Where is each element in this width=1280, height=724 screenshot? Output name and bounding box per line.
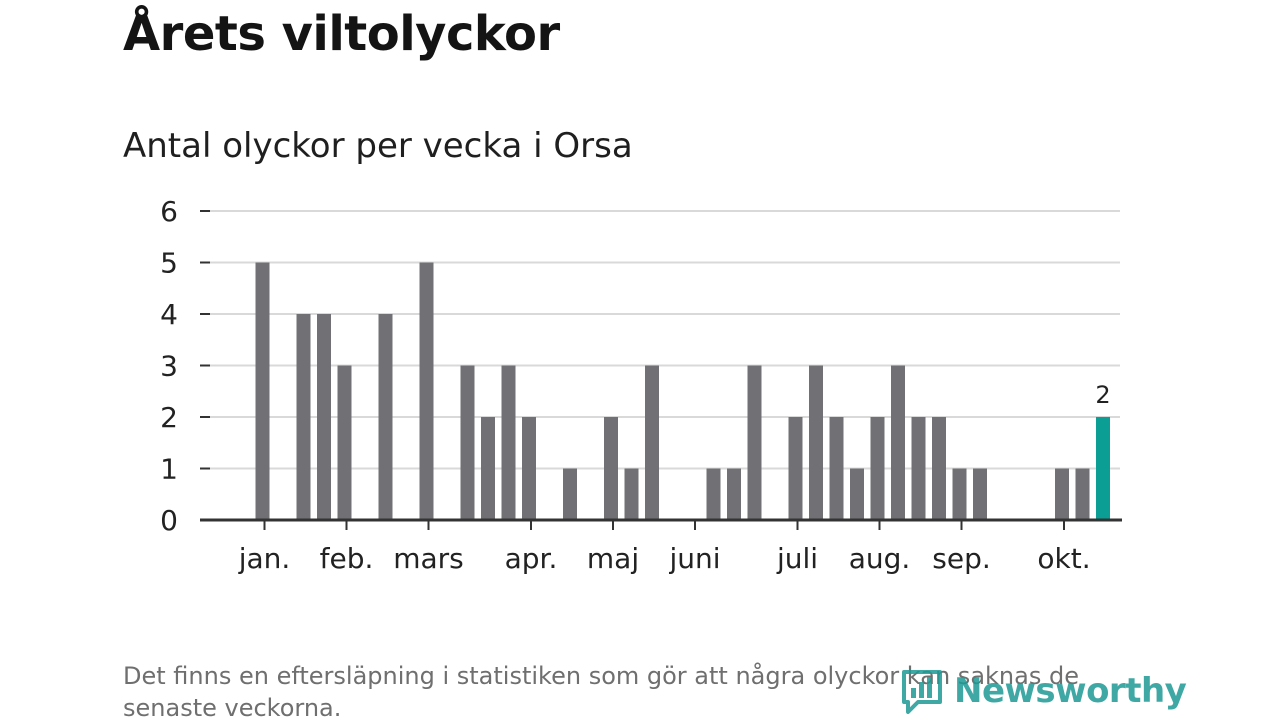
bar xyxy=(1075,468,1090,520)
y-tick-label: 1 xyxy=(160,453,178,486)
logo-text: Newsworthy xyxy=(954,671,1187,711)
y-tick-label: 0 xyxy=(160,504,178,537)
y-tick-label: 3 xyxy=(160,350,178,383)
x-tick-label: maj xyxy=(587,542,639,575)
bar xyxy=(850,468,864,520)
x-tick-label: aug. xyxy=(849,542,911,575)
bar xyxy=(645,365,659,520)
bar xyxy=(891,365,905,520)
bar-chart-speech-icon xyxy=(902,670,942,714)
bar xyxy=(378,314,393,520)
bar xyxy=(911,417,926,520)
bar-chart: 0 1 2 3 4 5 6 jan. feb. mars apr. maj juni juli aug. se… xyxy=(160,195,1122,575)
x-tick-label: okt. xyxy=(1037,542,1090,575)
x-tick-label: feb. xyxy=(320,542,374,575)
bar xyxy=(563,468,577,520)
x-tick-label: jan. xyxy=(238,542,291,575)
bar xyxy=(337,365,352,520)
x-tick-label: mars xyxy=(393,542,464,575)
bar xyxy=(481,417,495,520)
bar xyxy=(1055,468,1069,520)
bar xyxy=(604,417,618,520)
bar xyxy=(973,468,987,520)
bar xyxy=(809,365,823,520)
bar xyxy=(624,468,639,520)
bar xyxy=(706,468,721,520)
bar xyxy=(870,417,885,520)
x-tick-label: juli xyxy=(776,542,818,575)
chart-title: Årets viltolyckor xyxy=(123,6,560,62)
bar xyxy=(255,262,270,520)
bar xyxy=(727,468,741,520)
x-tick-label: juni xyxy=(668,542,720,575)
bar xyxy=(952,468,967,520)
newsworthy-logo: Newsworthy xyxy=(900,668,1187,714)
y-tick-label: 6 xyxy=(160,195,178,228)
chart-subtitle: Antal olyckor per vecka i Orsa xyxy=(123,126,633,166)
bar xyxy=(788,417,803,520)
bar xyxy=(296,314,311,520)
y-tick-label: 2 xyxy=(160,401,178,434)
bar xyxy=(317,314,331,520)
x-tick-label: apr. xyxy=(505,542,558,575)
bar xyxy=(747,365,762,520)
bar xyxy=(829,417,844,520)
y-tick-label: 4 xyxy=(160,298,178,331)
bar xyxy=(460,365,475,520)
bar xyxy=(501,365,516,520)
data-label: 2 xyxy=(1095,381,1110,409)
x-tick-label: sep. xyxy=(932,542,991,575)
bar xyxy=(419,262,434,520)
bar xyxy=(1096,417,1110,520)
bar xyxy=(932,417,946,520)
bar xyxy=(522,417,536,520)
y-tick-label: 5 xyxy=(160,247,178,280)
